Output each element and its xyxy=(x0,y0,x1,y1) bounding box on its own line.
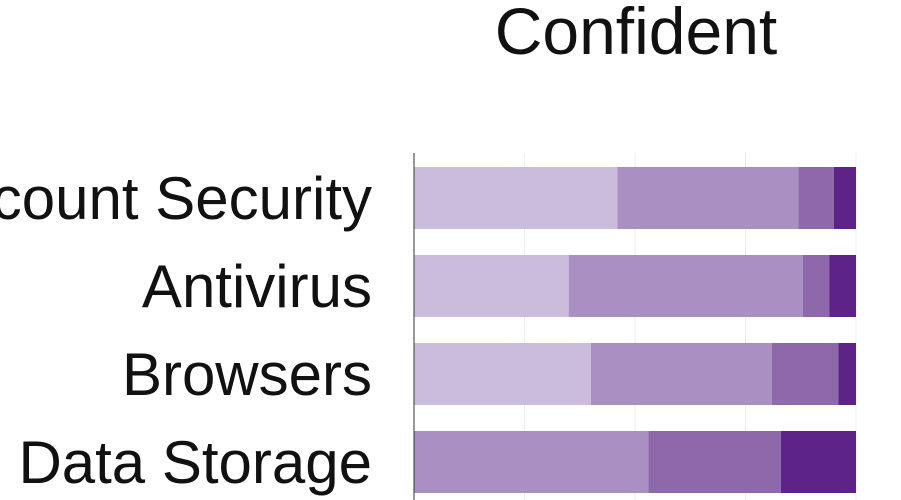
category-label: Account Security xyxy=(0,165,372,232)
bar-segment xyxy=(590,343,773,405)
category-labels: Account Security Antivirus Browsers Data St… xyxy=(0,165,372,496)
bar-segment xyxy=(802,255,830,317)
bar-segment xyxy=(414,167,618,229)
bar-segment xyxy=(833,167,856,229)
category-label: Antivirus xyxy=(142,253,372,320)
category-label: Data Storage xyxy=(18,429,372,496)
bar-segment xyxy=(829,255,856,317)
bar-segment xyxy=(414,255,569,317)
bar-segment xyxy=(838,343,856,405)
bar-segment xyxy=(772,343,839,405)
bar-segment xyxy=(617,167,799,229)
bar-segment xyxy=(648,431,781,493)
category-label: Browsers xyxy=(122,341,372,408)
bar-segment xyxy=(414,431,649,493)
bar-segment xyxy=(568,255,803,317)
bars xyxy=(414,167,856,493)
bar-segment xyxy=(780,431,856,493)
bar-segment xyxy=(798,167,834,229)
bar-segment xyxy=(414,343,591,405)
chart-title: Confident xyxy=(495,0,778,68)
